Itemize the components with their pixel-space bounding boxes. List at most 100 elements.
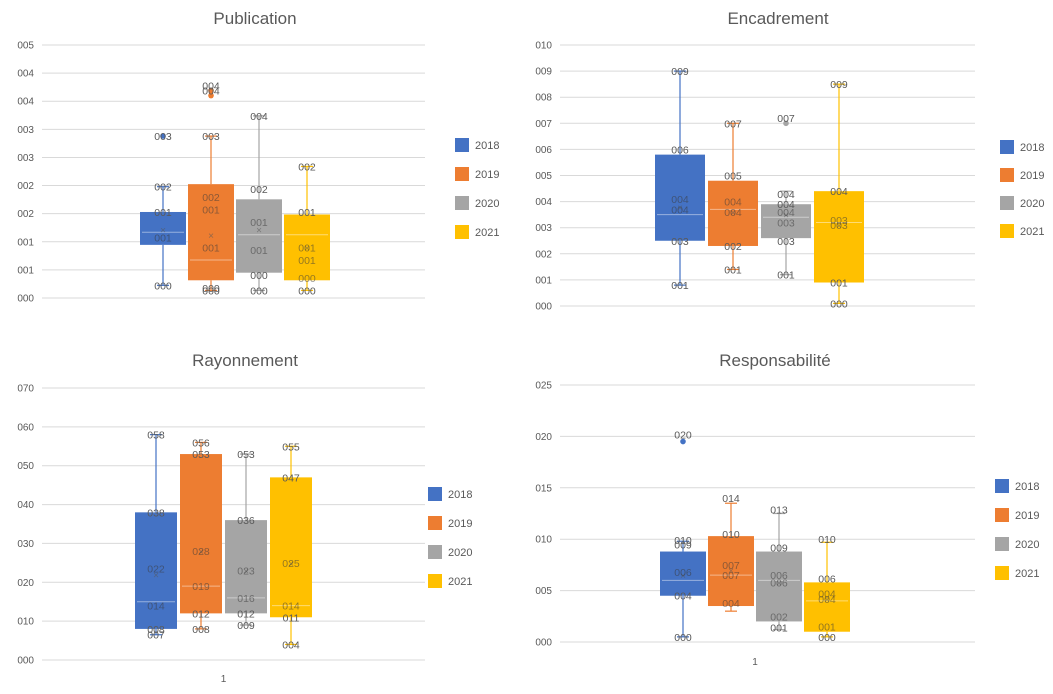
legend-label: 2018 xyxy=(1015,481,1039,493)
legend-label: 2019 xyxy=(475,169,499,181)
box-body xyxy=(180,454,222,614)
data-label: 058 xyxy=(147,430,165,442)
data-label: 000 xyxy=(202,285,220,297)
rayonnement-svg: Rayonnement 000 010 020 030 040 050 060 070 × 058 0… xyxy=(17,351,472,685)
legend-label: 2020 xyxy=(1015,539,1039,551)
legend-item-2021: 2021 xyxy=(455,225,499,239)
mean-marker: × xyxy=(836,221,842,232)
publication-chart: Publication 000 001 001 002 002 003 003 004 004 00… xyxy=(0,0,520,320)
box-2018: × 003 002 001 001 000 xyxy=(140,131,186,292)
encadrement-chart: Encadrement 000 001 002 003 004 005 006 007 008 00… xyxy=(520,0,1053,320)
data-label: 010 xyxy=(818,534,836,546)
y-tick-label: 000 xyxy=(17,294,34,305)
data-label: 001 xyxy=(724,264,742,276)
data-label: 053 xyxy=(192,449,210,461)
y-tick-label: 004 xyxy=(17,69,34,80)
mean-marker: × xyxy=(160,226,166,237)
data-label: 004 xyxy=(724,207,742,219)
data-label: 001 xyxy=(202,242,220,254)
box-body xyxy=(708,536,754,607)
mean-marker: × xyxy=(677,203,683,214)
data-label: 019 xyxy=(192,581,210,593)
legend-label: 2021 xyxy=(448,576,472,588)
data-label: 038 xyxy=(147,507,165,519)
y-tick-label: 010 xyxy=(17,617,34,628)
data-label: 001 xyxy=(250,245,268,257)
box-body xyxy=(135,512,177,629)
y-tick-label: 007 xyxy=(535,119,552,130)
legend-item-2018: 2018 xyxy=(428,487,472,501)
legend-swatch xyxy=(428,516,442,530)
data-label: 004 xyxy=(282,639,300,651)
y-tick-label: 000 xyxy=(17,656,34,667)
legend-swatch xyxy=(1000,140,1014,154)
data-label: 004 xyxy=(777,199,795,211)
data-label: 000 xyxy=(298,285,316,297)
y-tick-label: 002 xyxy=(17,181,34,192)
data-label: 010 xyxy=(674,535,692,547)
y-tick-label: 003 xyxy=(17,125,34,136)
y-tick-label: 020 xyxy=(535,432,552,443)
legend-item-2019: 2019 xyxy=(1000,168,1044,182)
y-tick-label: 001 xyxy=(535,275,552,286)
legend-item-2021: 2021 xyxy=(1000,224,1044,238)
data-label: 000 xyxy=(674,632,692,644)
data-label: 014 xyxy=(282,601,300,613)
data-label: 003 xyxy=(154,131,172,143)
data-label: 028 xyxy=(192,546,210,558)
data-label: 001 xyxy=(298,242,316,254)
data-label: 055 xyxy=(282,441,300,453)
box-body xyxy=(761,204,811,239)
data-label: 004 xyxy=(724,197,742,209)
legend-item-2020: 2020 xyxy=(428,545,472,559)
outlier-point xyxy=(680,438,686,445)
y-tick-label: 000 xyxy=(535,638,552,649)
mean-marker: × xyxy=(680,571,686,582)
y-tick-label: 010 xyxy=(535,41,552,52)
legend-item-2020: 2020 xyxy=(1000,196,1044,210)
outlier-point xyxy=(160,133,166,139)
data-label: 000 xyxy=(154,280,172,292)
data-label: 010 xyxy=(722,529,740,541)
data-label: 006 xyxy=(770,577,788,589)
data-label: 007 xyxy=(777,113,795,125)
y-tick-label: 005 xyxy=(535,171,552,182)
data-label: 008 xyxy=(147,624,165,636)
box-body xyxy=(660,551,706,596)
data-label: 036 xyxy=(237,515,255,527)
outlier-point xyxy=(208,92,214,99)
chart-title: Responsabilité xyxy=(719,351,831,370)
data-label: 000 xyxy=(298,273,316,285)
mean-marker: × xyxy=(208,231,214,242)
data-label: 014 xyxy=(722,493,740,505)
data-label: 012 xyxy=(237,608,255,620)
data-label: 006 xyxy=(671,144,689,156)
data-label: 002 xyxy=(154,182,172,194)
legend-item-2018: 2018 xyxy=(1000,140,1044,154)
y-tick-label: 003 xyxy=(535,223,552,234)
y-tick-label: 005 xyxy=(535,586,552,597)
data-label: 001 xyxy=(250,217,268,229)
data-label: 005 xyxy=(724,171,742,183)
data-label: 053 xyxy=(237,449,255,461)
y-tick-label: 040 xyxy=(17,500,34,511)
box-body xyxy=(708,180,758,246)
y-tick-label: 050 xyxy=(17,461,34,472)
box-body xyxy=(756,551,802,622)
data-label: 002 xyxy=(298,161,316,173)
legend-swatch xyxy=(455,167,469,181)
data-label: 009 xyxy=(671,66,689,78)
box-2020: × 004 002 001 001 000 000 xyxy=(236,111,282,297)
legend-label: 2019 xyxy=(1015,510,1039,522)
y-tick-label: 020 xyxy=(17,578,34,589)
responsabilite-svg: Responsabilité000005010015020025×0200100… xyxy=(535,351,1039,668)
box-body xyxy=(270,477,312,618)
legend-swatch xyxy=(995,537,1009,551)
data-label: 004 xyxy=(777,189,795,201)
mean-marker: × xyxy=(783,211,789,222)
data-label: 004 xyxy=(818,589,836,601)
